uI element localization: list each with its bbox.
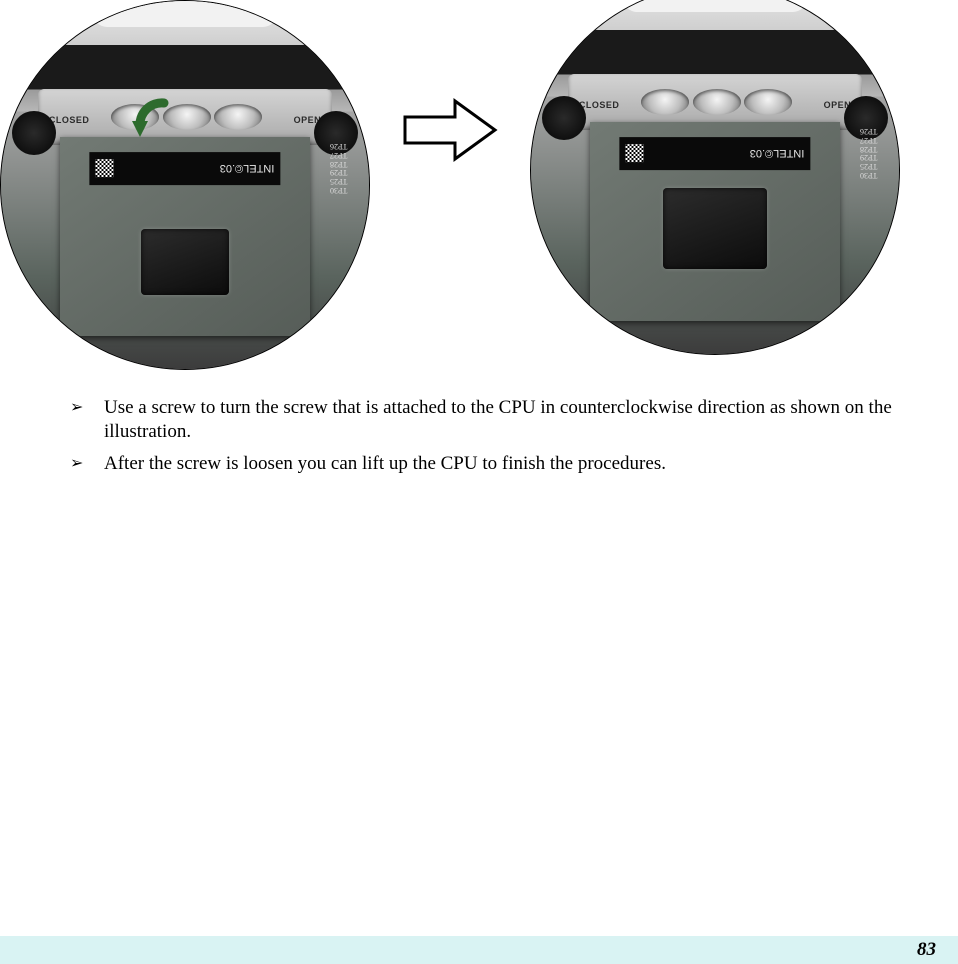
list-item: ➢ Use a screw to turn the screw that is … (70, 396, 908, 444)
photo-before-tp-labels: TP30 TP25 TP29 TP28 TP27 TP26 (330, 141, 347, 194)
image-row: CLOSED OPEN INTEL©.03 TP30 TP25 TP29 TP2… (0, 0, 958, 370)
cpu-label-qr-icon (625, 144, 643, 162)
bracket-label-closed: CLOSED (49, 115, 90, 125)
cpu-label-text: INTEL©.03 (750, 147, 805, 159)
list-item-text: After the screw is loosen you can lift u… (104, 452, 666, 476)
photo-after-cpu-label: INTEL©.03 (619, 137, 810, 170)
tp-label: TP28 (330, 158, 347, 167)
photo-before-cpu-die (141, 229, 229, 295)
list-item-text: Use a screw to turn the screw that is at… (104, 396, 908, 444)
bracket-label-closed: CLOSED (579, 100, 620, 110)
bullet-icon: ➢ (70, 452, 84, 476)
tp-label: TP28 (860, 143, 877, 152)
photo-after-tp-labels: TP30 TP25 TP29 TP28 TP27 TP26 (860, 126, 877, 179)
cpu-label-qr-icon (95, 159, 113, 177)
tp-label: TP27 (330, 150, 347, 159)
tp-label: TP26 (860, 126, 877, 135)
photo-before-top-edge (93, 1, 277, 27)
photo-after-screw (693, 89, 741, 115)
page-footer: 83 (0, 936, 958, 964)
tp-label: TP25 (330, 176, 347, 185)
instruction-list: ➢ Use a screw to turn the screw that is … (0, 396, 958, 476)
tp-label: TP26 (330, 141, 347, 150)
tp-label: TP25 (860, 161, 877, 170)
tp-label: TP27 (860, 135, 877, 144)
tp-label: TP30 (330, 185, 347, 194)
right-arrow-icon (400, 95, 500, 165)
photo-after-black-band (531, 30, 899, 74)
list-item: ➢ After the screw is loosen you can lift… (70, 452, 908, 476)
photo-after-top-edge (623, 0, 807, 12)
cpu-label-text: INTEL©.03 (220, 162, 275, 174)
photo-before-black-band (1, 45, 369, 89)
bullet-icon: ➢ (70, 396, 84, 420)
transition-arrow (390, 95, 510, 165)
tp-label: TP29 (330, 167, 347, 176)
photo-before: CLOSED OPEN INTEL©.03 TP30 TP25 TP29 TP2… (0, 0, 370, 370)
photo-before-cpu-label: INTEL©.03 (89, 152, 280, 185)
photo-after-cpu-die (663, 188, 766, 269)
tp-label: TP30 (860, 170, 877, 179)
photo-after: CLOSED OPEN INTEL©.03 TP30 TP25 TP29 TP2… (530, 0, 900, 355)
tp-label: TP29 (860, 152, 877, 161)
page-number: 83 (917, 939, 936, 961)
ccw-arrow-icon (126, 93, 176, 153)
